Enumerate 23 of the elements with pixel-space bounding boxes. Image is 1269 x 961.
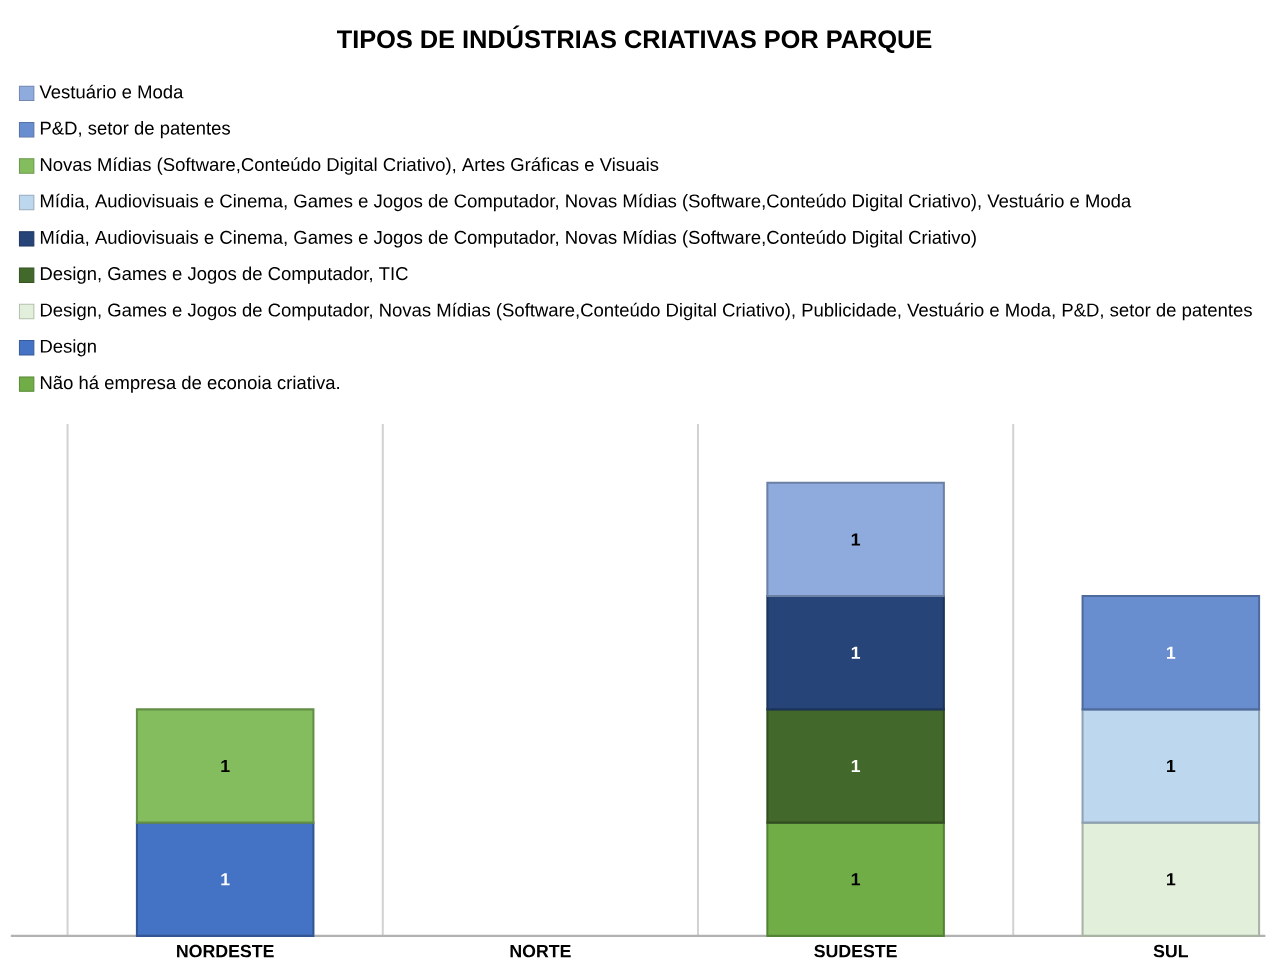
legend-label: Vestuário e Moda: [39, 84, 184, 99]
legend-label: Design: [40, 339, 96, 357]
data-label: 1: [1167, 759, 1176, 773]
data-label: 1: [851, 873, 861, 886]
data-label: 1: [221, 759, 230, 773]
data-label: 1: [851, 646, 861, 659]
data-label: 1: [1167, 646, 1176, 659]
legend-label: Novas Mídias (Software,Conteúdo Digital Criativo), Artes Gráficas e Visuais: [40, 157, 659, 175]
legend-label: P&D, setor de patentes: [40, 121, 231, 139]
x-tick-label: NORDESTE: [177, 944, 274, 958]
data-label: 1: [851, 533, 861, 546]
chart-title: TIPOS DE INDÚSTRIAS CRIATIVAS POR PARQUE: [337, 25, 932, 53]
legend-label: Mídia, Audiovisuais e Cinema, Games e Jogos de Computador, Novas Mídias (Software,Conteúdo Digital Criativo): [40, 230, 976, 248]
x-tick-label: SUL: [1153, 944, 1189, 958]
x-tick-label: SUDESTE: [814, 944, 897, 958]
data-label: 1: [851, 759, 861, 773]
legend-label: Design, Games e Jogos de Computador, TIC: [40, 266, 408, 284]
data-label: 1: [1167, 873, 1176, 886]
legend-label: Não há empresa de econoia criativa.: [40, 375, 339, 393]
legend-label: Design, Games e Jogos de Computador, Novas Mídias (Software,Conteúdo Digital Criativo), Publicidade, Vestuário e Moda, P&D, setor de patentes: [40, 302, 1252, 321]
x-tick-label: NORTE: [510, 944, 571, 958]
data-label: 1: [221, 873, 230, 886]
legend-label: Mídia, Audiovisuais e Cinema, Games e Jogos de Computador, Novas Mídias (Software,Conteúdo Digital Criativo), Vestuário e Moda: [40, 193, 1132, 212]
